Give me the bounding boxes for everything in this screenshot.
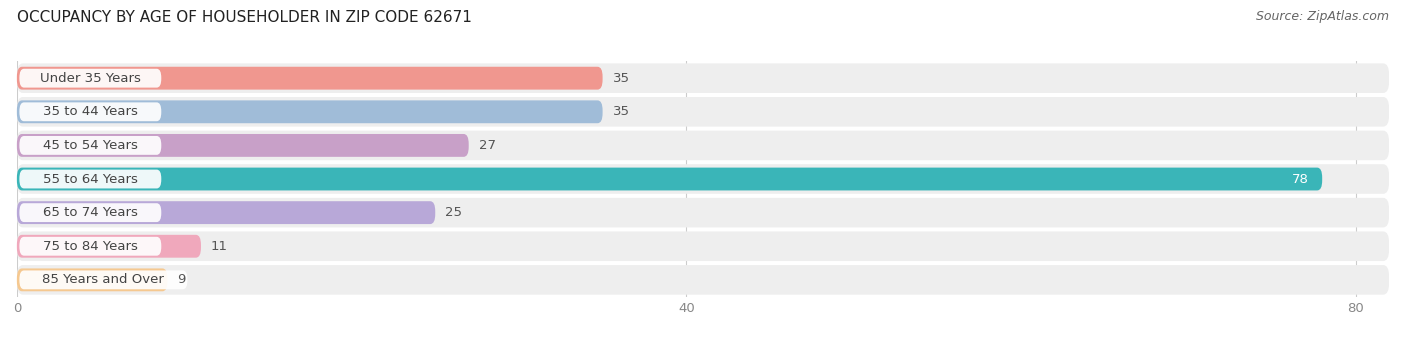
FancyBboxPatch shape (17, 131, 1389, 160)
FancyBboxPatch shape (17, 265, 1389, 295)
FancyBboxPatch shape (20, 203, 162, 222)
FancyBboxPatch shape (17, 63, 1389, 93)
Text: 11: 11 (211, 240, 228, 253)
Text: 85 Years and Over: 85 Years and Over (42, 273, 165, 286)
Text: 75 to 84 Years: 75 to 84 Years (44, 240, 138, 253)
Text: 35: 35 (613, 72, 630, 85)
Text: 45 to 54 Years: 45 to 54 Years (44, 139, 138, 152)
Text: 78: 78 (1292, 173, 1309, 186)
Text: 35 to 44 Years: 35 to 44 Years (44, 105, 138, 118)
Text: 65 to 74 Years: 65 to 74 Years (44, 206, 138, 219)
FancyBboxPatch shape (17, 67, 603, 90)
FancyBboxPatch shape (17, 235, 201, 258)
FancyBboxPatch shape (20, 237, 162, 256)
FancyBboxPatch shape (17, 201, 436, 224)
Text: 9: 9 (177, 273, 186, 286)
FancyBboxPatch shape (17, 232, 1389, 261)
FancyBboxPatch shape (20, 270, 187, 289)
Text: Under 35 Years: Under 35 Years (39, 72, 141, 85)
FancyBboxPatch shape (17, 100, 603, 123)
FancyBboxPatch shape (20, 169, 162, 189)
Text: OCCUPANCY BY AGE OF HOUSEHOLDER IN ZIP CODE 62671: OCCUPANCY BY AGE OF HOUSEHOLDER IN ZIP C… (17, 10, 472, 25)
Text: Source: ZipAtlas.com: Source: ZipAtlas.com (1256, 10, 1389, 23)
FancyBboxPatch shape (17, 198, 1389, 227)
FancyBboxPatch shape (17, 97, 1389, 127)
Text: 25: 25 (446, 206, 463, 219)
FancyBboxPatch shape (17, 268, 167, 291)
FancyBboxPatch shape (20, 136, 162, 155)
Text: 35: 35 (613, 105, 630, 118)
Text: 55 to 64 Years: 55 to 64 Years (44, 173, 138, 186)
FancyBboxPatch shape (20, 102, 162, 121)
Text: 27: 27 (479, 139, 496, 152)
FancyBboxPatch shape (17, 134, 468, 157)
FancyBboxPatch shape (17, 164, 1389, 194)
FancyBboxPatch shape (17, 167, 1322, 191)
FancyBboxPatch shape (20, 69, 162, 88)
